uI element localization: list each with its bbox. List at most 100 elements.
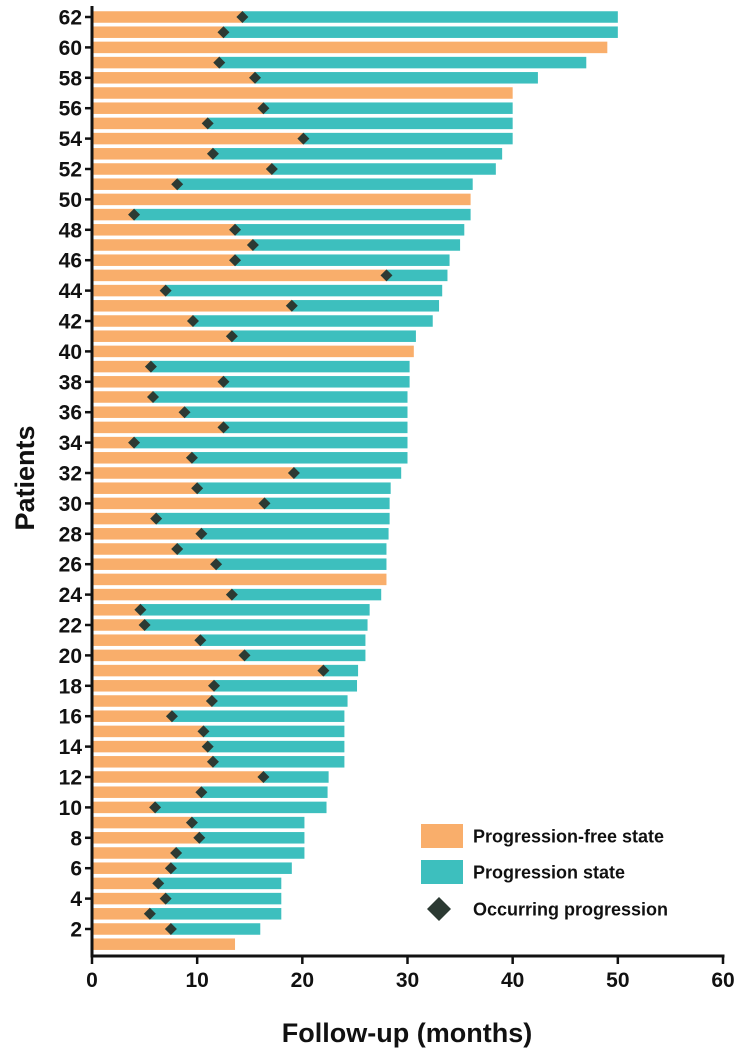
- bar-progression-free-patient-11: [92, 786, 202, 798]
- bar-progression-free-patient-29: [92, 512, 157, 525]
- y-tick-label-26: 26: [59, 554, 82, 577]
- bar-progression-free-patient-23: [92, 604, 141, 616]
- bar-progression-free-patient-44: [92, 284, 166, 297]
- x-tick-label-0: 0: [86, 969, 98, 992]
- progression-markers: [128, 11, 393, 935]
- bar-progression-free-patient-18: [92, 680, 214, 692]
- progression-marker-patient-7: [170, 847, 183, 859]
- progression-marker-patient-3: [143, 907, 156, 920]
- progression-marker-patient-15: [197, 725, 210, 738]
- bar-progression-patient-28: [201, 528, 389, 540]
- bar-progression-free-patient-59: [92, 56, 220, 69]
- bar-progression-patient-61: [223, 26, 618, 38]
- y-tick-label-20: 20: [59, 645, 82, 668]
- bar-progression-patient-13: [212, 756, 345, 768]
- progression-marker-patient-8: [193, 831, 206, 844]
- bar-progression-free-patient-24: [92, 588, 232, 601]
- bar-progression-patient-26: [216, 558, 387, 570]
- bar-progression-free-patient-58: [92, 72, 256, 84]
- bar-progression-patient-33: [191, 452, 408, 464]
- bar-progression-patient-42: [192, 315, 433, 327]
- progression-marker-patient-13: [206, 755, 219, 768]
- progression-marker-patient-37: [146, 391, 159, 403]
- x-tick-label-40: 40: [501, 969, 524, 992]
- bar-progression-free-patient-47: [92, 239, 253, 251]
- x-tick-label-20: 20: [291, 969, 314, 992]
- bar-progression-free-patient-51: [92, 178, 178, 190]
- bar-progression-patient-52: [271, 163, 496, 175]
- bar-progression-free-patient-21: [92, 634, 201, 646]
- y-tick-label-16: 16: [59, 706, 82, 729]
- progression-marker-patient-59: [213, 56, 226, 69]
- x-tick-label-60: 60: [711, 969, 734, 992]
- progression-marker-patient-18: [207, 679, 220, 692]
- bar-progression-free-patient-38: [92, 376, 224, 388]
- progression-marker-patient-49: [128, 208, 141, 221]
- progression-marker-patient-36: [178, 406, 191, 419]
- bar-progression-free-patient-27: [92, 543, 178, 555]
- progression-marker-patient-34: [128, 436, 141, 449]
- y-tick-label-2: 2: [70, 919, 82, 942]
- progression-marker-patient-39: [144, 360, 157, 373]
- bar-progression-free-patient-13: [92, 756, 213, 768]
- bar-progression-free-patient-54: [92, 132, 304, 145]
- y-tick-label-58: 58: [59, 67, 83, 90]
- bar-progression-patient-29: [156, 512, 390, 525]
- progression-marker-patient-46: [229, 254, 242, 267]
- bar-progression-patient-7: [176, 847, 305, 859]
- y-tick-label-60: 60: [59, 37, 82, 60]
- bar-progression-patient-54: [303, 132, 513, 145]
- y-tick-label-34: 34: [59, 432, 83, 455]
- bar-progression-patient-19: [323, 664, 359, 677]
- legend-swatch-progression-free: [421, 824, 463, 848]
- progression-marker-patient-48: [229, 223, 242, 236]
- bar-progression-patient-30: [264, 497, 390, 510]
- x-tick-label-50: 50: [606, 969, 629, 992]
- bar-progression-patient-39: [150, 360, 410, 373]
- bar-progression-patient-34: [134, 436, 408, 449]
- bar-progression-patient-56: [263, 102, 513, 114]
- bar-progression-free-patient-39: [92, 360, 151, 373]
- progression-marker-patient-16: [165, 710, 178, 723]
- y-tick-label-40: 40: [59, 341, 82, 364]
- bar-progression-patient-45: [386, 269, 448, 282]
- x-tick-label-10: 10: [185, 969, 208, 992]
- bar-progression-patient-14: [207, 740, 345, 753]
- bar-progression-free-patient-55: [92, 117, 208, 130]
- bar-progression-patient-18: [213, 680, 358, 692]
- y-tick-label-56: 56: [59, 98, 82, 121]
- bar-progression-patient-48: [235, 224, 465, 236]
- progression-marker-patient-54: [297, 132, 310, 145]
- progression-marker-patient-42: [186, 315, 199, 327]
- bar-progression-free-patient-52: [92, 163, 272, 175]
- y-tick-label-24: 24: [59, 584, 83, 607]
- bar-progression-free-patient-53: [92, 148, 213, 160]
- progression-marker-patient-23: [134, 603, 147, 616]
- bar-progression-patient-3: [149, 908, 282, 920]
- progression-marker-patient-14: [201, 740, 214, 753]
- bar-progression-free-patient-32: [92, 467, 294, 479]
- bar-progression-patient-35: [223, 421, 408, 434]
- bar-progression-patient-16: [171, 710, 345, 722]
- bar-progression-free-patient-34: [92, 436, 135, 449]
- progression-marker-patient-20: [238, 649, 251, 662]
- bar-progression-free-patient-33: [92, 452, 192, 464]
- bar-progression-patient-36: [184, 406, 408, 418]
- bar-progression-patient-58: [255, 72, 538, 84]
- bar-progression-free-patient-61: [92, 26, 224, 38]
- y-tick-label-42: 42: [59, 311, 82, 334]
- bars-group: [92, 11, 618, 950]
- bar-progression-patient-46: [235, 254, 450, 266]
- bar-progression-patient-27: [177, 543, 387, 555]
- progression-marker-patient-58: [249, 71, 262, 84]
- bar-progression-free-patient-2: [92, 923, 171, 935]
- x-axis-title: Follow-up (months): [282, 1018, 532, 1048]
- bar-progression-patient-44: [165, 284, 443, 297]
- bar-progression-patient-37: [152, 391, 408, 403]
- bar-progression-patient-15: [203, 725, 345, 738]
- bar-progression-free-patient-7: [92, 847, 177, 859]
- progression-marker-patient-19: [317, 664, 330, 677]
- bar-progression-patient-41: [231, 330, 416, 342]
- bar-progression-free-patient-40: [92, 345, 414, 358]
- bar-progression-free-patient-6: [92, 862, 171, 874]
